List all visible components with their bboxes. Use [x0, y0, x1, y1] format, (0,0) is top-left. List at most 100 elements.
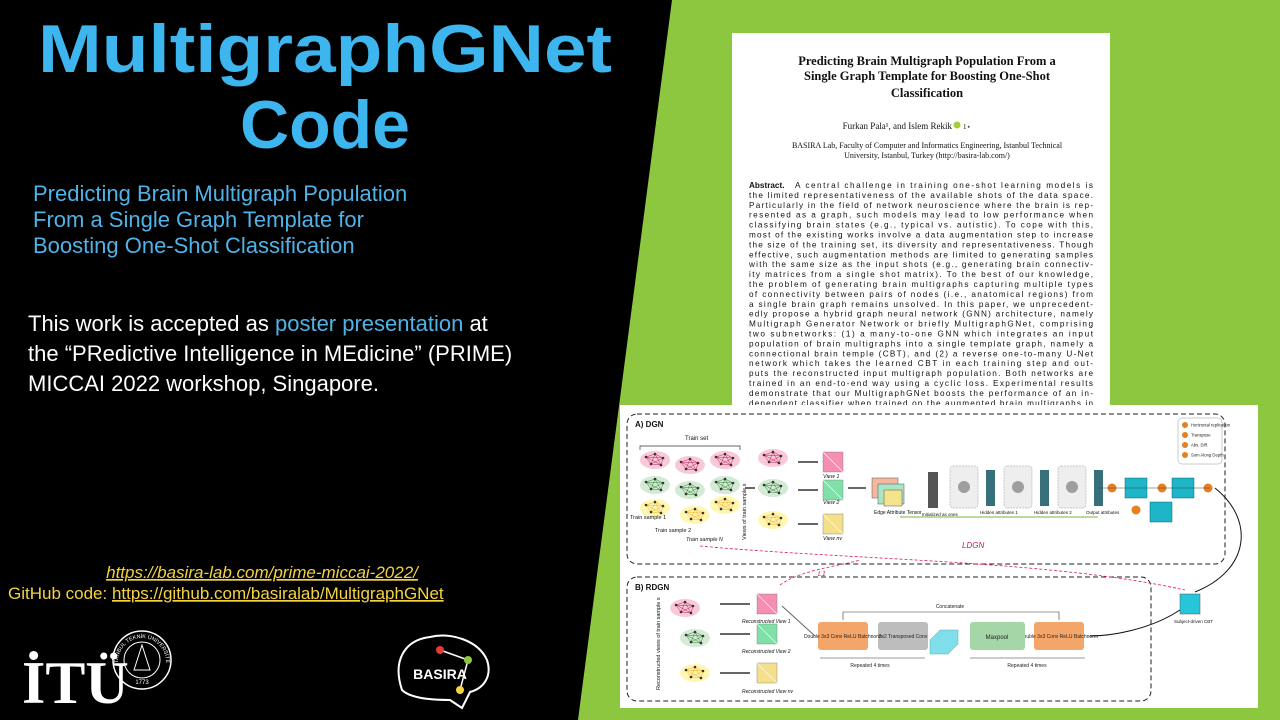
graph-node	[777, 491, 781, 495]
graph-edge	[685, 483, 691, 495]
graph-edge	[690, 676, 702, 679]
graph-node	[688, 457, 692, 461]
graph-edge	[654, 453, 664, 459]
graph-edge	[645, 481, 664, 484]
graph-edge	[680, 605, 694, 613]
graph-node	[679, 610, 683, 614]
arrow	[781, 605, 816, 637]
abstract-line: A central challenge in training one-shot…	[795, 181, 1093, 190]
matrix-diagonal	[822, 479, 844, 501]
seal-ring	[112, 630, 172, 690]
abstract-line: connectional brain temple (CBT), and (2)…	[749, 349, 1094, 358]
graph-edge	[685, 511, 692, 520]
seal-year: 1773	[135, 680, 149, 686]
graph-edge	[650, 453, 656, 465]
graph-node	[653, 477, 657, 481]
graph-edge	[650, 478, 656, 490]
panel-label: B) RDGN	[635, 583, 669, 592]
graph-edge	[689, 458, 699, 464]
maxpool-block	[970, 622, 1025, 650]
view-label: View 1	[823, 474, 839, 480]
graph-edge	[768, 523, 780, 526]
author-mark: 1⋆	[963, 123, 971, 131]
block-label: Double 3x3 Conv ReLU Batchnorm	[1020, 634, 1098, 640]
train-set-label: Train set	[685, 436, 708, 442]
graph-edge	[724, 453, 732, 466]
graph-edge	[645, 453, 656, 458]
concat-label: Concatenate	[936, 604, 965, 610]
graph-edge	[685, 458, 691, 470]
graph-edge	[772, 513, 780, 526]
recon-views-label: Reconstructed views of train sample s	[656, 597, 662, 690]
graph-edge	[675, 604, 694, 607]
abstract-line: population of brain multigraphs into a s…	[749, 339, 1093, 348]
graph-edge	[715, 501, 732, 511]
matrix-diagonal	[756, 623, 778, 645]
graph-edge	[685, 634, 704, 637]
train-sample-label: Train sample 1	[630, 515, 666, 521]
graph-edge	[724, 498, 734, 504]
graph-edge	[650, 501, 656, 513]
abstract-line: Particularly in the field of network neu…	[749, 201, 1093, 210]
graph-edge	[694, 631, 704, 637]
graph-node	[767, 460, 771, 464]
legend-marker	[1182, 432, 1188, 438]
graph-node	[719, 487, 723, 491]
graph-edge	[694, 508, 702, 521]
graph-edge	[715, 481, 722, 490]
graph-node	[731, 456, 735, 460]
graph-node	[714, 500, 718, 504]
recon-label: Reconstructed View 2	[742, 649, 791, 655]
gnn-node	[958, 481, 970, 493]
brain-outline	[397, 634, 490, 710]
abstract-line: resented as a graph, such models may lea…	[749, 211, 1093, 220]
graph-edge	[654, 501, 664, 507]
graph-edge	[685, 511, 702, 521]
graph-edge	[685, 666, 696, 671]
graph-edge	[685, 669, 704, 672]
graph-cloud	[710, 476, 740, 494]
graph-cloud	[670, 599, 700, 617]
train-sample-label: Train sample N	[686, 537, 723, 543]
graph-edge	[720, 502, 734, 510]
graph-node	[729, 488, 733, 492]
graph-edge	[772, 481, 782, 487]
graph-edge	[724, 478, 734, 484]
edge-tensor-label: Edge Attribute Tensor	[874, 510, 922, 516]
graph-node	[689, 517, 693, 521]
graph-node	[661, 456, 665, 460]
graph-edge	[763, 484, 780, 494]
hidden-label: Hidden attributes 2	[1034, 510, 1072, 515]
graph-edge	[689, 483, 697, 496]
graph-edge	[645, 481, 662, 491]
graph-edge	[680, 486, 699, 489]
train-sample-label: Train sample 2	[655, 528, 691, 534]
workshop-link[interactable]: https://basira-lab.com/prime-miccai-2022…	[106, 563, 420, 582]
graph-node	[684, 492, 688, 496]
graph-node	[701, 634, 705, 638]
graph-edge	[654, 501, 662, 514]
abstract-line: effective, such augmentation methods are…	[749, 250, 1093, 259]
init-label: Initialized as ones	[922, 512, 959, 517]
graph-edge	[715, 478, 726, 483]
subtitle-line: From a Single Graph Template for	[33, 207, 364, 232]
graph-edge	[715, 501, 734, 504]
graph-edge	[715, 456, 732, 466]
abstract-line: a single brain graph remains unsolved. I…	[749, 300, 1093, 309]
graph-node	[653, 500, 657, 504]
graph-edge	[680, 461, 697, 471]
node-column	[928, 472, 938, 508]
graph-node	[649, 487, 653, 491]
graph-node	[731, 481, 735, 485]
github-line: GitHub code: https://github.com/basirala…	[8, 584, 444, 603]
graph-cloud	[758, 511, 788, 529]
graph-edge	[694, 666, 702, 679]
operations	[1098, 477, 1213, 523]
logo-node	[456, 686, 464, 694]
graph-edge	[650, 488, 662, 491]
github-link[interactable]: https://github.com/basiralab/MultigraphG…	[112, 584, 444, 603]
graph-cloud	[680, 664, 710, 682]
graph-edge	[715, 498, 726, 503]
graph-edge	[768, 451, 774, 463]
logo-node	[436, 646, 444, 654]
